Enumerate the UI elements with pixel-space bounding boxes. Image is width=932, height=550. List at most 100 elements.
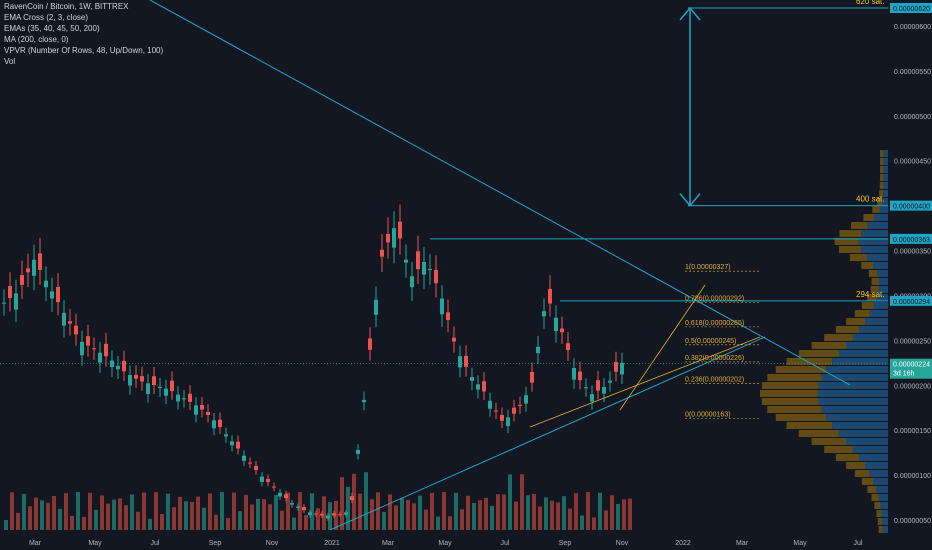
- vpvr-bar-down: [824, 446, 853, 453]
- vpvr-bar-up: [864, 462, 888, 469]
- candle-body: [404, 259, 408, 263]
- candle-body: [188, 393, 192, 402]
- volume-bar: [16, 512, 20, 530]
- vpvr-bar-up: [873, 478, 888, 485]
- volume-bar: [550, 500, 554, 530]
- volume-bar: [370, 499, 374, 530]
- candle-body: [620, 362, 624, 375]
- y-tick-label: 0.00000500: [894, 114, 931, 121]
- candle-body: [494, 410, 498, 412]
- candle-body: [368, 338, 372, 350]
- volume-bar: [532, 493, 536, 530]
- candle-body: [200, 405, 204, 410]
- candle-body: [20, 275, 24, 285]
- indicator-ema-cross[interactable]: EMA Cross (2, 3, close): [4, 13, 89, 22]
- vpvr-bar-up: [821, 406, 888, 413]
- candle-body: [224, 434, 228, 437]
- vpvr-bar-up: [867, 254, 888, 261]
- vpvr-bar-down: [871, 278, 879, 285]
- vpvr-bar-up: [873, 302, 888, 309]
- volume-bar: [52, 495, 56, 530]
- indicator-emas[interactable]: EMAs (35, 40, 45, 50, 200): [4, 24, 100, 33]
- volume-bar: [274, 495, 278, 530]
- level-axis-tag: [890, 295, 932, 306]
- chart-title: RavenCoin / Bitcoin, 1W, BITTREX: [4, 2, 129, 11]
- candle-body: [272, 486, 276, 488]
- volume-bar: [460, 509, 464, 530]
- vpvr-bar-up: [883, 174, 888, 181]
- candle-body: [50, 291, 54, 299]
- arrow-head-down: [679, 193, 701, 207]
- vpvr-bar-down: [879, 174, 884, 181]
- candle-body: [140, 376, 144, 382]
- vpvr-bar-down: [872, 206, 880, 213]
- candle-body: [314, 513, 318, 515]
- candle-body: [410, 276, 414, 288]
- vpvr-bar-up: [883, 166, 888, 173]
- candle-body: [506, 417, 510, 427]
- volume-bar: [574, 493, 578, 530]
- vpvr-bar-up: [876, 486, 888, 493]
- candle-body: [458, 356, 462, 368]
- candle-body: [548, 288, 552, 304]
- candle-body: [338, 514, 342, 516]
- vpvr-bar-up: [845, 438, 888, 445]
- volume-bar: [298, 492, 302, 530]
- volume-bar: [64, 493, 68, 530]
- candle-body: [392, 228, 396, 248]
- candle-body: [44, 280, 48, 288]
- candle-body: [602, 387, 606, 394]
- vpvr-bar-down: [874, 502, 881, 509]
- volume-bar: [412, 503, 416, 530]
- vpvr-bar-up: [882, 198, 888, 205]
- vpvr-bar-up: [874, 214, 888, 221]
- candle-body: [614, 361, 618, 372]
- vpvr-bar-down: [877, 518, 883, 525]
- indicator-ma[interactable]: MA (200, close, 0): [4, 35, 69, 44]
- y-tick-label: 0.00000200: [894, 383, 931, 390]
- volume-bar: [190, 501, 194, 530]
- volume-bar: [160, 513, 164, 530]
- volume-bar: [586, 492, 590, 530]
- vpvr-bar-down: [868, 270, 878, 277]
- price-axis: [890, 0, 932, 532]
- candle-body: [320, 513, 324, 516]
- vpvr-bar-up: [858, 238, 888, 245]
- vpvr-bar-up: [826, 366, 888, 373]
- volume-bar: [436, 516, 440, 530]
- candle-body: [80, 341, 84, 356]
- volume-bar: [268, 504, 272, 530]
- volume-bar: [502, 494, 506, 530]
- vpvr-bar-down: [760, 390, 818, 397]
- volume-bar: [94, 509, 98, 530]
- candle-body: [590, 394, 594, 402]
- volume-bar: [544, 497, 548, 530]
- candle-body: [260, 476, 264, 482]
- vpvr-bar-up: [882, 526, 888, 533]
- volume-bar: [592, 517, 596, 530]
- candle-body: [194, 405, 198, 415]
- x-tick-label: Mar: [29, 540, 42, 547]
- volume-bar: [616, 503, 620, 530]
- indicator-vpvr[interactable]: VPVR (Number Of Rows, 48, Up/Down, 100): [4, 46, 164, 55]
- volume-bar: [136, 511, 140, 530]
- candle-body: [56, 287, 60, 303]
- candle-body: [530, 372, 534, 383]
- volume-bar: [196, 496, 200, 530]
- vpvr-bar-down: [876, 510, 882, 517]
- level-axis-label: 0.00000363: [893, 237, 930, 244]
- y-tick-label: 0.00000550: [894, 69, 931, 76]
- volume-bar: [466, 495, 470, 530]
- level-axis-tag: [890, 200, 932, 211]
- x-tick-label: Nov: [616, 540, 629, 547]
- vpvr-bar-down: [811, 438, 846, 445]
- indicator-vol[interactable]: Vol: [4, 57, 16, 66]
- candle-body: [158, 386, 162, 389]
- candle-body: [242, 455, 246, 461]
- vpvr-bar-up: [859, 454, 888, 461]
- candle-body: [26, 268, 30, 273]
- volume-bar: [124, 505, 128, 530]
- vpvr-bar-down: [824, 334, 853, 341]
- vpvr-bar-up: [877, 270, 888, 277]
